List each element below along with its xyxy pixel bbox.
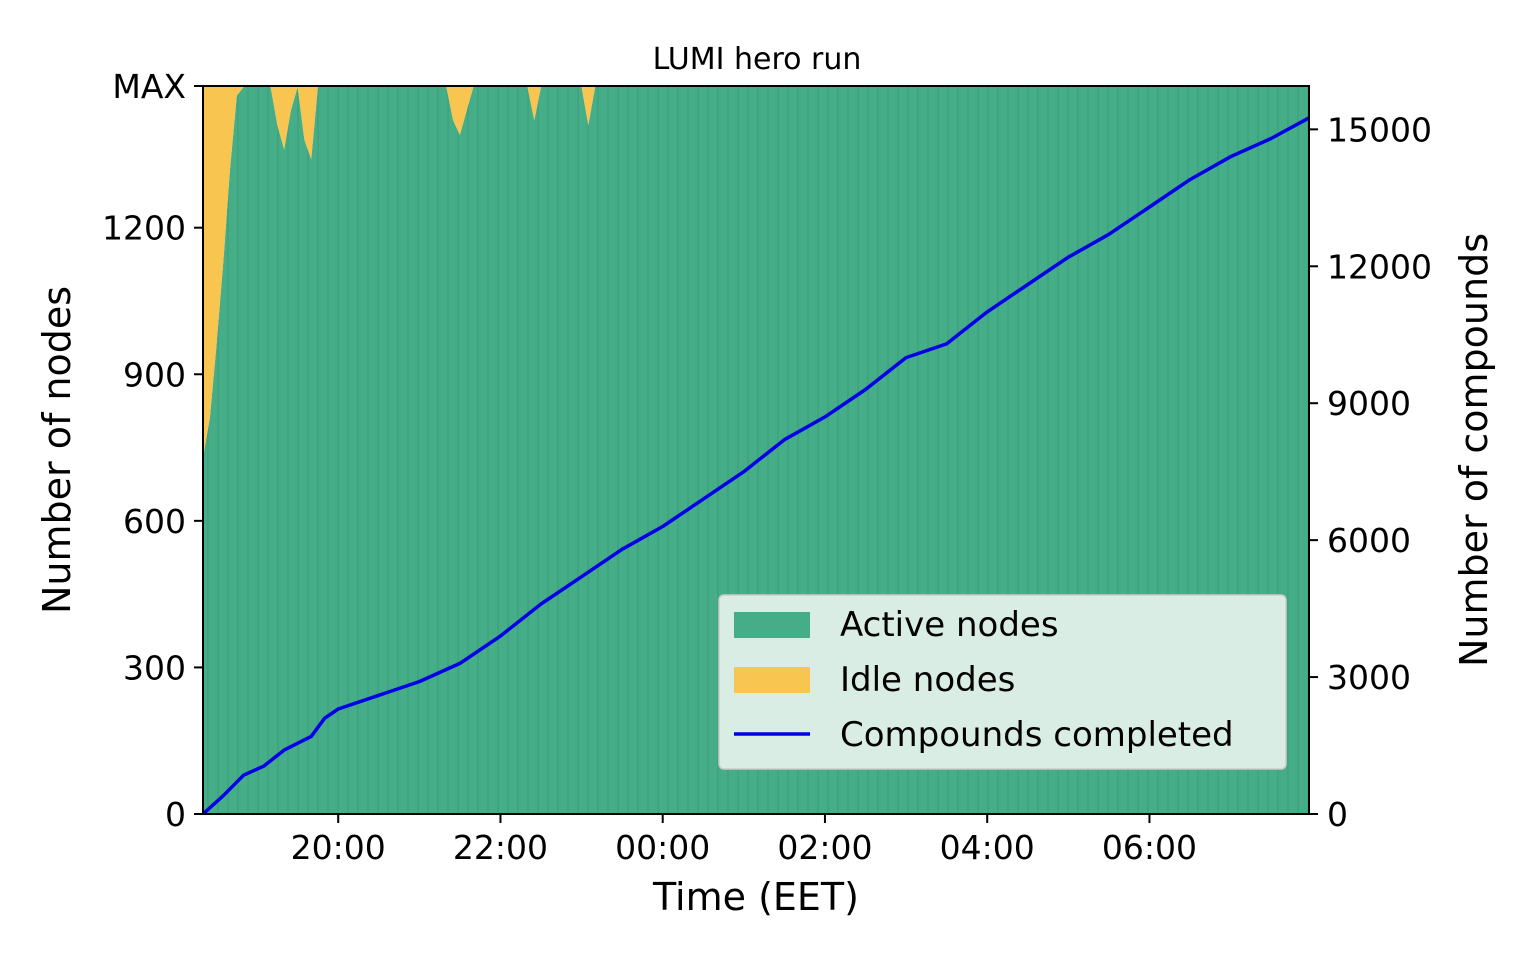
legend-label-active: Active nodes bbox=[840, 605, 1059, 645]
x-tick-label: 02:00 bbox=[777, 828, 872, 867]
left-y-tick-label: 1200 bbox=[102, 209, 186, 248]
idle-nodes-area bbox=[203, 86, 1309, 458]
right-y-tick-label: 0 bbox=[1327, 795, 1348, 834]
left-y-tick-label: 900 bbox=[123, 355, 186, 394]
x-axis: 20:00 22:00 00:00 02:00 04:00 06:00 bbox=[291, 814, 1197, 867]
x-tick-label: 20:00 bbox=[291, 828, 386, 867]
left-y-tick-label: 0 bbox=[165, 795, 186, 834]
compounds-completed-line bbox=[201, 116, 1310, 816]
legend-box bbox=[718, 594, 1287, 770]
legend-swatch-active bbox=[734, 612, 810, 638]
left-y-tick-label: 600 bbox=[123, 502, 186, 541]
left-y-axis-label: Number of nodes bbox=[35, 286, 79, 614]
right-y-axis-label: Number of compounds bbox=[1452, 233, 1496, 667]
legend-swatch-idle bbox=[734, 667, 810, 693]
right-y-tick-label: 15000 bbox=[1327, 110, 1432, 149]
x-tick-label: 04:00 bbox=[940, 828, 1035, 867]
x-axis-label: Time (EET) bbox=[652, 875, 859, 919]
left-y-max-label: MAX bbox=[112, 67, 186, 106]
plot-frame bbox=[202, 85, 1310, 815]
right-y-tick-label: 6000 bbox=[1327, 521, 1411, 560]
left-y-tick-label: 300 bbox=[123, 648, 186, 687]
right-y-tick-label: 9000 bbox=[1327, 384, 1411, 423]
x-tick-label: 06:00 bbox=[1102, 828, 1197, 867]
x-tick-label: 00:00 bbox=[615, 828, 710, 867]
legend-label-idle: Idle nodes bbox=[840, 660, 1015, 700]
right-y-tick-label: 3000 bbox=[1327, 658, 1411, 697]
right-y-tick-label: 12000 bbox=[1327, 247, 1432, 286]
x-tick-label: 22:00 bbox=[453, 828, 548, 867]
left-y-axis: 0 300 600 900 1200 MAX bbox=[102, 67, 203, 834]
chart-title: LUMI hero run bbox=[653, 42, 862, 77]
right-y-axis: 0 3000 6000 9000 12000 15000 bbox=[1309, 110, 1432, 834]
legend: Active nodes Idle nodes Compounds comple… bbox=[718, 594, 1287, 770]
legend-label-line: Compounds completed bbox=[840, 715, 1234, 755]
